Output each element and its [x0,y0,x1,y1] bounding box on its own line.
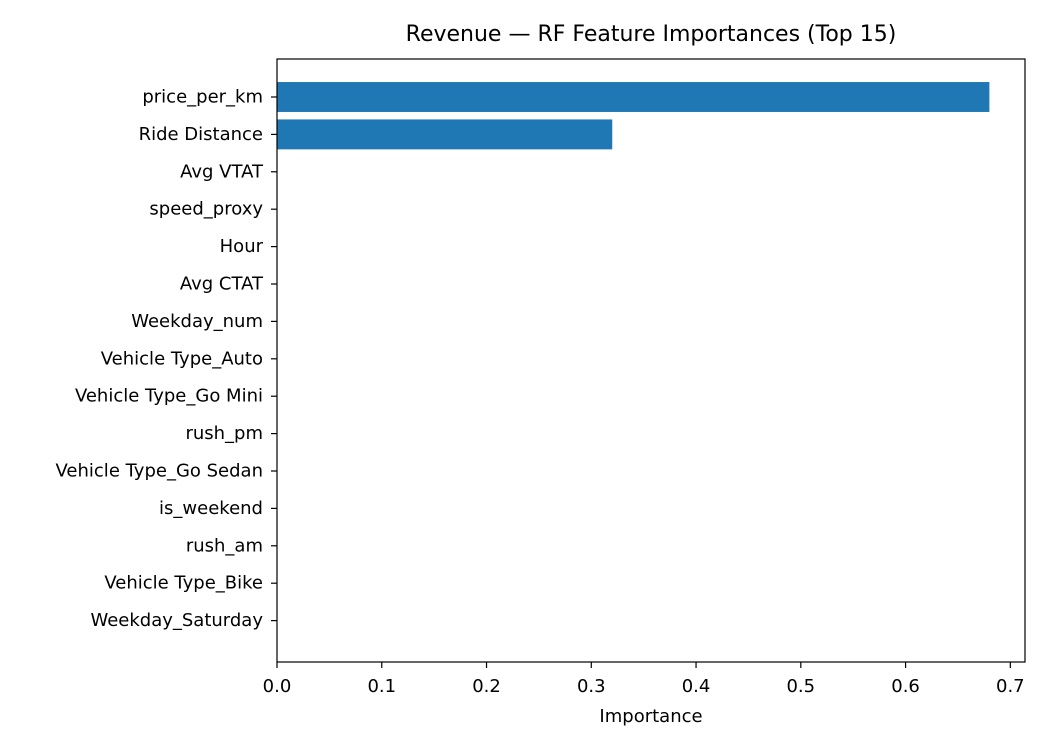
y-tick-label: Weekday_num [131,311,263,332]
y-tick-label: Vehicle Type_Auto [101,348,263,369]
y-tick-label: speed_proxy [149,199,263,220]
y-tick-label: Hour [220,236,264,257]
x-tick-label: 0.7 [996,676,1025,697]
y-tick-label: Ride Distance [139,124,263,145]
bar-ride-distance [277,119,613,150]
y-tick-label: Weekday_Saturday [90,610,263,631]
y-tick-label: Vehicle Type_Go Sedan [56,461,263,482]
x-tick-label: 0.5 [786,676,815,697]
x-tick-label: 0.3 [577,676,606,697]
y-tick-label: is_weekend [159,498,263,519]
bar-price-per-km [277,82,990,112]
x-tick-label: 0.4 [682,676,711,697]
x-tick-label: 0.1 [367,676,396,697]
x-tick-label: 0.6 [891,676,920,697]
y-tick-label: Vehicle Type_Bike [104,573,263,594]
chart-title: Revenue — RF Feature Importances (Top 15… [406,22,897,47]
y-tick-label: rush_am [186,535,263,556]
y-tick-label: price_per_km [142,87,263,108]
y-axis-ticks: price_per_km Ride Distance Avg VTAT speed_p… [56,87,277,631]
bars-group [277,82,990,636]
y-tick-label: Vehicle Type_Go Mini [75,386,263,407]
x-tick-label: 0.2 [472,676,501,697]
y-tick-label: Avg VTAT [180,161,264,182]
y-tick-label: Avg CTAT [180,274,264,295]
x-tick-label: 0.0 [263,676,292,697]
x-axis-ticks: 0.0 0.1 0.2 0.3 0.4 0.5 0.6 0.7 [263,662,1025,697]
x-axis-label: Importance [599,706,702,727]
y-tick-label: rush_pm [185,423,263,444]
plot-frame [276,58,1026,663]
